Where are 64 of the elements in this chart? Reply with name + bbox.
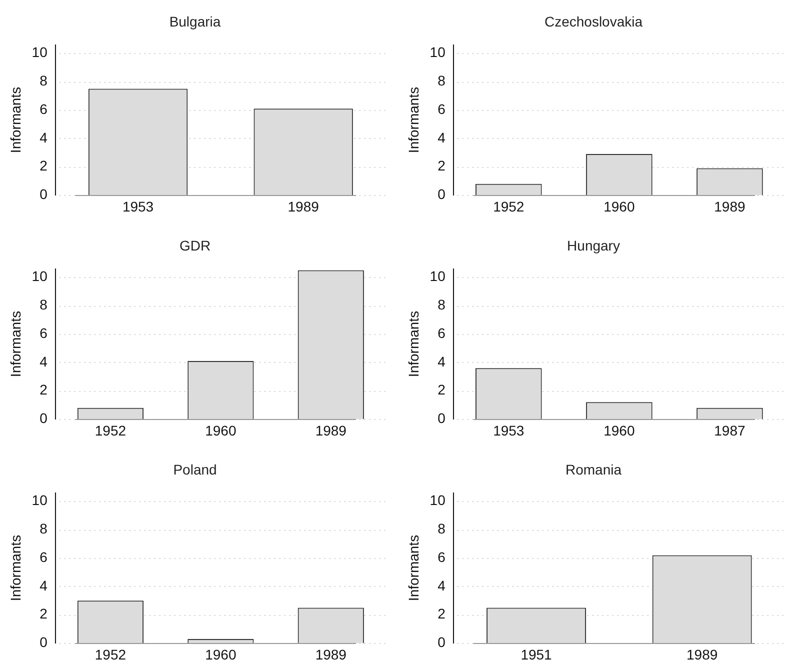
y-tick-label: 2 — [40, 382, 48, 398]
y-tick-label: 2 — [438, 606, 446, 622]
x-tick-label: 1953 — [493, 422, 524, 438]
x-tick-label: 1989 — [315, 646, 347, 662]
y-tick-label: 6 — [438, 548, 446, 565]
x-tick-label: 1989 — [714, 198, 746, 214]
y-tick-label: 4 — [438, 577, 446, 594]
y-tick-label: 2 — [438, 158, 446, 174]
chart-title: Poland — [173, 461, 217, 478]
x-tick-label: 1952 — [493, 198, 524, 214]
y-tick-label: 4 — [40, 129, 48, 146]
y-tick-label: 8 — [438, 72, 446, 89]
y-tick-label: 10 — [430, 44, 446, 60]
y-tick-label: 0 — [40, 634, 48, 650]
y-tick-label: 2 — [40, 606, 48, 622]
y-tick-label: 6 — [438, 324, 446, 341]
x-tick-label: 1960 — [205, 422, 236, 438]
chart-title: Romania — [565, 461, 622, 478]
y-tick-label: 0 — [438, 410, 446, 426]
y-tick-label: 0 — [438, 186, 446, 202]
y-tick-label: 8 — [40, 72, 48, 89]
x-tick-label: 1951 — [520, 646, 552, 662]
y-tick-label: 8 — [40, 296, 48, 313]
y-tick-label: 4 — [40, 353, 48, 370]
y-tick-label: 2 — [438, 382, 446, 398]
chart-title: Hungary — [567, 237, 620, 254]
x-tick-label: 1960 — [604, 198, 635, 214]
y-tick-label: 8 — [40, 520, 48, 537]
y-tick-label: 0 — [40, 186, 48, 202]
y-axis-title: Informants — [7, 310, 24, 378]
y-axis-title: Informants — [7, 86, 24, 154]
y-axis-title: Informants — [405, 534, 422, 602]
y-tick-label: 4 — [40, 577, 48, 594]
x-tick-label: 1989 — [686, 646, 718, 662]
x-tick-label: 1987 — [714, 422, 746, 438]
y-tick-label: 6 — [40, 324, 48, 341]
x-tick-label: 1989 — [315, 422, 347, 438]
y-tick-label: 10 — [32, 44, 48, 60]
y-axis-title: Informants — [405, 310, 422, 378]
x-tick-label: 1952 — [94, 422, 126, 438]
y-tick-label: 6 — [438, 100, 446, 117]
x-tick-label: 1960 — [604, 422, 635, 438]
y-tick-label: 0 — [438, 634, 446, 650]
x-tick-label: 1953 — [122, 198, 154, 214]
chart-title: Bulgaria — [169, 13, 221, 30]
x-tick-label: 1960 — [205, 646, 236, 662]
y-tick-label: 8 — [438, 520, 446, 537]
y-tick-label: 0 — [40, 410, 48, 426]
y-tick-label: 2 — [40, 158, 48, 174]
y-tick-label: 6 — [40, 548, 48, 565]
y-tick-label: 4 — [438, 129, 446, 146]
y-axis-title: Informants — [405, 86, 422, 154]
y-tick-label: 4 — [438, 353, 446, 370]
y-tick-label: 10 — [32, 268, 48, 284]
y-tick-label: 8 — [438, 296, 446, 313]
chart-title: Czechoslovakia — [544, 13, 643, 30]
x-tick-label: 1989 — [288, 198, 320, 214]
x-tick-label: 1952 — [94, 646, 126, 662]
y-tick-label: 10 — [430, 268, 446, 284]
y-axis-title: Informants — [7, 534, 24, 602]
y-tick-label: 10 — [32, 492, 48, 508]
y-tick-label: 6 — [40, 100, 48, 117]
chart-title: GDR — [179, 237, 211, 254]
y-tick-label: 10 — [430, 492, 446, 508]
